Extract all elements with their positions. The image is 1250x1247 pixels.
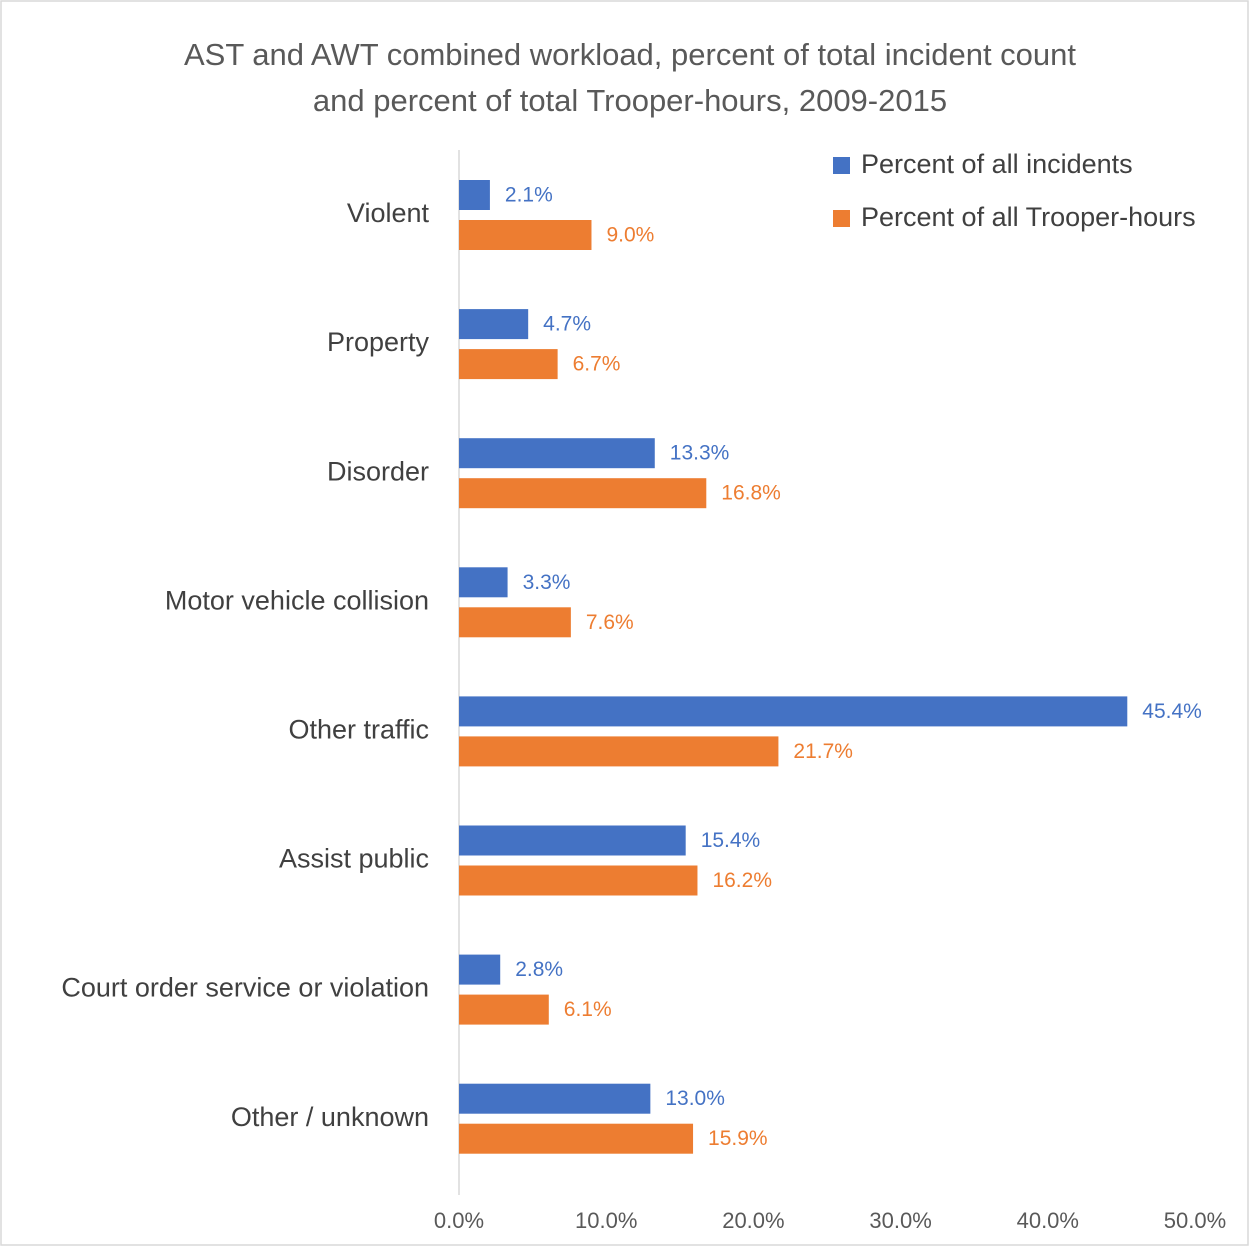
bar	[459, 478, 707, 509]
legend-label: Percent of all incidents	[861, 149, 1133, 179]
value-label: 15.4%	[701, 829, 761, 852]
y-tick-label: Assist public	[279, 844, 429, 874]
y-tick-label: Disorder	[327, 456, 429, 486]
value-label: 45.4%	[1142, 700, 1202, 723]
legend-swatch	[833, 210, 850, 227]
value-label: 13.0%	[665, 1087, 725, 1110]
y-tick-label: Court order service or violation	[61, 973, 429, 1003]
value-label: 15.9%	[708, 1127, 768, 1150]
value-label: 7.6%	[586, 611, 634, 634]
x-tick-label: 40.0%	[1017, 1208, 1079, 1233]
bar	[459, 607, 571, 638]
bar	[459, 696, 1128, 727]
y-tick-label: Other traffic	[288, 715, 429, 745]
value-label: 16.2%	[712, 869, 772, 892]
x-tick-label: 10.0%	[575, 1208, 637, 1233]
chart-title: AST and AWT combined workload, percent o…	[183, 37, 1077, 118]
bar	[459, 736, 779, 767]
x-tick-label: 20.0%	[722, 1208, 784, 1233]
x-tick-label: 50.0%	[1164, 1208, 1226, 1233]
bar	[459, 825, 686, 856]
value-label: 9.0%	[606, 224, 654, 247]
y-tick-label: Other / unknown	[231, 1102, 429, 1132]
bar	[459, 954, 501, 985]
bar	[459, 994, 549, 1025]
x-tick-label: 30.0%	[869, 1208, 931, 1233]
x-tick-label: 0.0%	[434, 1208, 484, 1233]
bar	[459, 349, 558, 380]
y-tick-label: Motor vehicle collision	[165, 585, 429, 615]
bar	[459, 1123, 694, 1154]
value-label: 3.3%	[523, 571, 571, 594]
value-label: 13.3%	[670, 442, 730, 465]
value-label: 6.7%	[573, 353, 621, 376]
bar	[459, 567, 508, 598]
value-label: 2.1%	[505, 184, 553, 207]
bar	[459, 220, 592, 250]
bar	[459, 180, 490, 210]
value-label: 16.8%	[721, 482, 781, 505]
bar	[459, 1083, 651, 1114]
legend-swatch	[833, 157, 850, 174]
value-label: 2.8%	[515, 958, 563, 981]
legend-label: Percent of all Trooper-hours	[861, 202, 1196, 232]
value-label: 4.7%	[543, 313, 591, 336]
value-label: 6.1%	[564, 998, 612, 1021]
y-tick-label: Property	[327, 327, 430, 357]
value-label: 21.7%	[793, 740, 853, 763]
y-tick-label: Violent	[347, 198, 430, 228]
bar	[459, 865, 698, 896]
bar	[459, 309, 529, 340]
bar	[459, 438, 655, 469]
